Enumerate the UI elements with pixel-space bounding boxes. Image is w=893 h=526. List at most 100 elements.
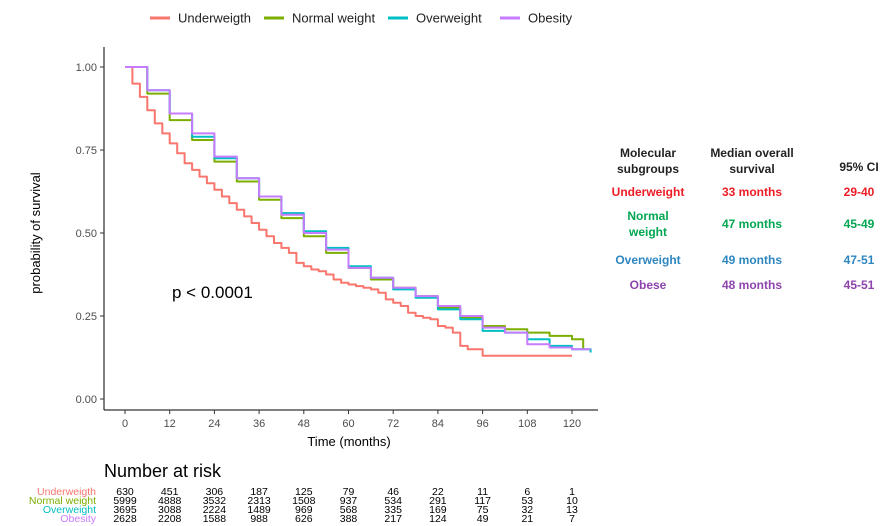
risk-cell: 6: [524, 486, 530, 498]
curve-normal-weight: [125, 66, 585, 350]
risk-cell: 3532: [203, 495, 227, 507]
x-tick-label: 84: [432, 418, 444, 430]
y-axis-title: probability of survival: [28, 172, 43, 293]
summary-median-overweight: 49 months: [722, 253, 782, 267]
summary-group-obese: Obese: [630, 278, 667, 292]
median-survival-table: Molecular subgroups Median overall survival…: [612, 146, 879, 292]
p-value-annotation: p < 0.0001: [172, 283, 253, 302]
x-tick-label: 48: [298, 418, 310, 430]
summary-median-obese: 48 months: [722, 278, 782, 292]
number-at-risk-table: Number at risk Underweigth 630 451 306 187 12…: [29, 461, 578, 525]
risk-cell: 630: [116, 486, 134, 498]
y-tick-label: 0.50: [76, 228, 97, 240]
x-axis: 0 12 24 36 48 60 72 84 96 108 120: [104, 409, 598, 430]
risk-cell: 4888: [158, 495, 182, 507]
risk-cell: 534: [384, 495, 402, 507]
summary-group-overweight: Overweight: [615, 253, 680, 267]
risk-cell: 75: [477, 504, 489, 516]
risk-cell: 388: [340, 513, 358, 525]
risk-cell: 306: [206, 486, 224, 498]
risk-table-title: Number at risk: [104, 461, 222, 481]
summary-group-underweight: Underweight: [612, 185, 685, 199]
curve-overweight: [125, 66, 592, 353]
x-tick-label: 24: [208, 418, 220, 430]
risk-cell: 568: [340, 504, 358, 516]
y-axis: 0.00 0.25 0.50 0.75 1.00: [76, 47, 105, 410]
risk-cell: 217: [384, 513, 402, 525]
x-tick-label: 72: [387, 418, 399, 430]
risk-cell: 937: [340, 495, 358, 507]
summary-ci-overweight: 47-51: [844, 253, 875, 267]
risk-row-label-underweigth: Underweigth: [37, 486, 96, 498]
summary-ci-normal-weight: 45-49: [844, 217, 875, 231]
risk-cell: 21: [521, 513, 533, 525]
legend-label-overweight: Overweight: [416, 11, 482, 26]
summary-header: Median overall: [710, 146, 793, 160]
risk-cell: 969: [295, 504, 313, 516]
x-axis-title: Time (months): [307, 434, 390, 449]
risk-cell: 125: [295, 486, 313, 498]
risk-cell: 626: [295, 513, 313, 525]
x-tick-label: 36: [253, 418, 265, 430]
chart-legend: Underweigth Normal weight Overweight Obesit…: [150, 11, 573, 26]
risk-cell: 53: [521, 495, 533, 507]
risk-cell: 11: [477, 486, 488, 498]
summary-header: subgroups: [617, 162, 679, 176]
risk-cell: 79: [343, 486, 355, 498]
risk-cell: 451: [161, 486, 179, 498]
risk-cell: 117: [474, 495, 491, 507]
legend-label-obesity: Obesity: [528, 11, 573, 26]
risk-cell: 5999: [113, 495, 137, 507]
summary-group-normal-weight: Normal: [627, 209, 668, 223]
risk-cell: 1489: [247, 504, 271, 516]
risk-cell: 124: [429, 513, 447, 525]
risk-cell: 2628: [113, 513, 137, 525]
curve-obesity: [125, 66, 591, 351]
risk-cell: 187: [250, 486, 268, 498]
risk-cell: 49: [477, 513, 489, 525]
x-tick-label: 108: [518, 418, 536, 430]
summary-header: survival: [729, 162, 774, 176]
survival-curves: [125, 66, 592, 357]
y-tick-label: 1.00: [76, 62, 97, 74]
risk-cell: 7: [569, 513, 575, 525]
risk-cell: 2224: [203, 504, 227, 516]
risk-cell: 13: [566, 504, 578, 516]
risk-cell: 1508: [292, 495, 316, 507]
x-tick-label: 60: [342, 418, 354, 430]
summary-ci-obese: 45-51: [844, 278, 875, 292]
summary-median-underweight: 33 months: [722, 185, 782, 199]
risk-cell: 46: [387, 486, 399, 498]
risk-cell: 291: [429, 495, 447, 507]
risk-cell: 22: [432, 486, 444, 498]
legend-label-underweigth: Underweigth: [178, 11, 251, 26]
summary-ci-underweight: 29-40: [844, 185, 875, 199]
risk-cell: 335: [384, 504, 402, 516]
risk-cell: 3695: [113, 504, 137, 516]
risk-cell: 169: [429, 504, 447, 516]
legend-label-normal-weight: Normal weight: [292, 11, 375, 26]
risk-cell: 1: [569, 486, 575, 498]
risk-cell: 10: [566, 495, 578, 507]
risk-cell: 2208: [158, 513, 182, 525]
y-tick-label: 0.75: [76, 145, 97, 157]
risk-row-label-obesity: Obesity: [60, 513, 96, 525]
risk-cell: 1588: [203, 513, 227, 525]
risk-cell: 2313: [247, 495, 271, 507]
x-tick-label: 96: [476, 418, 488, 430]
summary-header: Molecular: [620, 146, 676, 160]
x-tick-label: 0: [122, 418, 128, 430]
x-tick-label: 120: [563, 418, 581, 430]
risk-cell: 32: [521, 504, 533, 516]
y-tick-label: 0.25: [76, 311, 97, 323]
risk-row-label-normal-weight: Normal weight: [29, 495, 96, 507]
risk-row-label-overweight: Overweight: [43, 504, 96, 516]
x-tick-label: 12: [164, 418, 176, 430]
risk-cell: 988: [250, 513, 268, 525]
summary-group-normal-weight-line2: weight: [628, 225, 667, 239]
curve-underweigth: [125, 66, 572, 357]
summary-header-ci: 95% CI: [839, 160, 878, 174]
risk-cell: 3088: [158, 504, 182, 516]
summary-median-normal-weight: 47 months: [722, 217, 782, 231]
